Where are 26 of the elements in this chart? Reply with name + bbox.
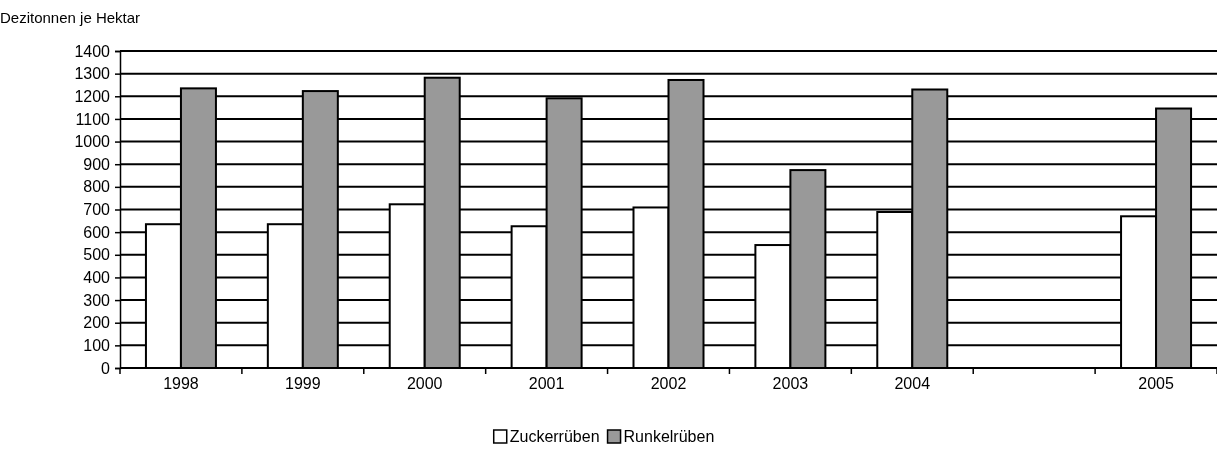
legend-label: Runkelrüben bbox=[623, 428, 715, 445]
x-tick-label: 2002 bbox=[650, 375, 687, 392]
y-tick-label: 1100 bbox=[75, 110, 111, 128]
y-tick-label: 700 bbox=[83, 201, 111, 219]
y-tick-label: 300 bbox=[83, 291, 111, 309]
y-tick-label: 100 bbox=[83, 336, 111, 354]
x-tick-label: 2000 bbox=[406, 375, 443, 392]
legend-label: Zuckerrüben bbox=[509, 428, 600, 445]
y-axis-title: Dezitonnen je Hektar bbox=[0, 9, 141, 26]
y-tick-label: 600 bbox=[83, 223, 111, 241]
y-tick-label: 0 bbox=[101, 359, 111, 377]
y-tick-label: 500 bbox=[83, 246, 111, 264]
y-tick-label: 1000 bbox=[74, 133, 111, 151]
x-tick-label: 1999 bbox=[285, 375, 321, 392]
x-tick-label: 1998 bbox=[163, 375, 199, 392]
y-tick-label: 400 bbox=[83, 269, 111, 287]
y-tick-label: 900 bbox=[83, 155, 111, 173]
x-tick-label: 2005 bbox=[1138, 375, 1174, 392]
x-tick-label: 2001 bbox=[528, 375, 565, 392]
y-tick-label: 1400 bbox=[74, 42, 111, 60]
y-tick-label: 1200 bbox=[74, 87, 111, 105]
y-tick-label: 1300 bbox=[74, 65, 111, 83]
y-tick-label: 800 bbox=[83, 178, 111, 196]
x-tick-label: 2003 bbox=[772, 375, 809, 392]
x-tick-label: 2004 bbox=[894, 375, 931, 392]
y-tick-label: 200 bbox=[83, 314, 111, 332]
